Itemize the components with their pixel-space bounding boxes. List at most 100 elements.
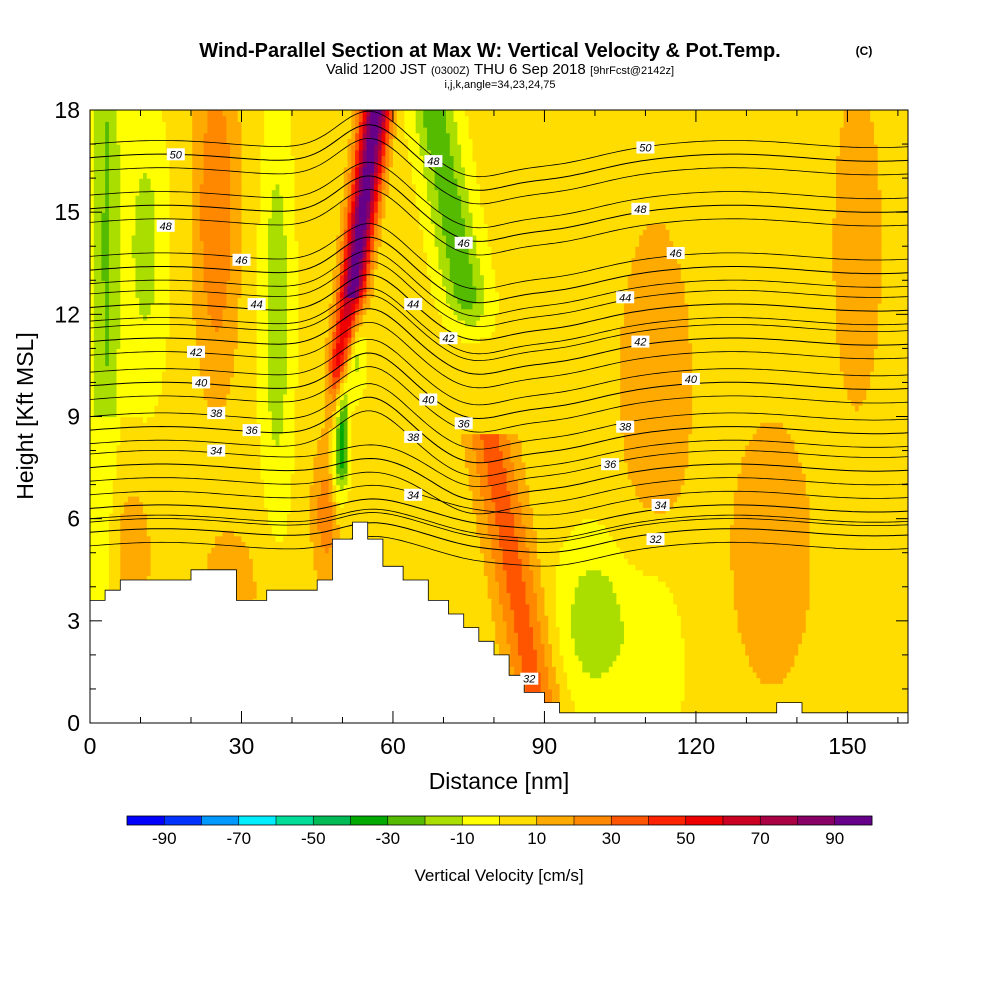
velocity-cell: [540, 683, 546, 690]
velocity-cell: [635, 592, 640, 599]
velocity-cell: [245, 592, 250, 599]
velocity-cell: [798, 649, 803, 656]
velocity-cell: [904, 677, 908, 684]
velocity-cell: [593, 666, 599, 673]
velocity-cell: [445, 592, 451, 599]
velocity-cell: [745, 637, 750, 645]
velocity-cell: [862, 654, 867, 662]
velocity-cell: [586, 654, 591, 662]
velocity-cell: [892, 700, 898, 707]
velocity-cell: [798, 615, 803, 622]
velocity-cell: [764, 688, 769, 696]
velocity-cell: [654, 683, 659, 690]
velocity-cell: [680, 654, 686, 662]
velocity-cell: [836, 694, 841, 701]
velocity-cell: [703, 637, 708, 645]
velocity-cell: [93, 592, 99, 599]
velocity-cell: [521, 592, 527, 599]
velocity-cell: [828, 660, 833, 667]
velocity-cell: [775, 615, 780, 622]
velocity-cell: [582, 637, 587, 645]
velocity-cell: [627, 666, 633, 673]
velocity-cell: [695, 609, 701, 616]
velocity-cell: [881, 660, 886, 667]
velocity-cell: [567, 609, 572, 616]
velocity-cell: [832, 705, 837, 713]
velocity-cell: [873, 615, 879, 622]
velocity-cell: [809, 609, 814, 616]
velocity-cell: [612, 592, 617, 599]
velocity-cell: [836, 688, 841, 696]
velocity-cell: [870, 626, 875, 633]
velocity-cell: [730, 592, 735, 599]
velocity-cell: [559, 654, 564, 662]
velocity-cell: [427, 592, 432, 599]
velocity-cell: [676, 677, 682, 684]
velocity-cell: [476, 615, 481, 622]
velocity-cell: [745, 603, 750, 611]
velocity-cell: [673, 598, 678, 605]
velocity-cell: [658, 688, 663, 696]
velocity-cell: [711, 626, 716, 633]
velocity-cell: [495, 637, 500, 645]
velocity-cell: [866, 671, 871, 679]
velocity-cell: [597, 683, 602, 690]
velocity-cell: [650, 649, 655, 656]
velocity-cell: [896, 694, 902, 701]
velocity-cell: [828, 705, 833, 713]
velocity-cell: [555, 609, 561, 616]
velocity-cell: [779, 598, 784, 605]
velocity-cell: [548, 592, 553, 599]
velocity-cell: [616, 609, 621, 616]
velocity-cell: [639, 654, 644, 662]
velocity-cell: [642, 643, 648, 650]
velocity-cell: [904, 649, 908, 656]
velocity-cell: [733, 671, 739, 679]
velocity-cell: [605, 620, 610, 628]
velocity-cell: [521, 666, 527, 673]
velocity-cell: [851, 626, 856, 633]
velocity-cell: [873, 705, 879, 713]
velocity-cell: [631, 677, 636, 684]
velocity-cell: [885, 615, 890, 622]
velocity-cell: [669, 649, 674, 656]
velocity-cell: [760, 609, 765, 616]
velocity-cell: [502, 609, 508, 616]
velocity-cell: [767, 609, 773, 616]
velocity-cell: [605, 705, 610, 713]
velocity-cell: [881, 649, 886, 656]
velocity-cell: [631, 688, 636, 696]
velocity-cell: [673, 609, 678, 616]
velocity-cell: [847, 632, 852, 639]
velocity-cell: [730, 637, 735, 645]
velocity-cell: [642, 620, 648, 628]
velocity-cell: [608, 654, 614, 662]
velocity-cell: [661, 666, 667, 673]
velocity-cell: [726, 705, 731, 713]
velocity-cell: [809, 688, 814, 696]
velocity-cell: [790, 671, 795, 679]
velocity-cell: [748, 632, 754, 639]
velocity-cell: [684, 598, 689, 605]
velocity-cell: [896, 592, 902, 599]
velocity-cell: [745, 615, 750, 622]
velocity-cell: [737, 654, 742, 662]
velocity-cell: [877, 626, 883, 633]
velocity-cell: [597, 677, 602, 684]
velocity-cell: [582, 671, 587, 679]
velocity-cell: [730, 615, 735, 622]
velocity-cell: [836, 705, 841, 713]
velocity-cell: [794, 626, 799, 633]
velocity-cell: [786, 598, 792, 605]
velocity-cell: [548, 632, 553, 639]
velocity-cell: [514, 643, 519, 650]
velocity-cell: [809, 592, 814, 599]
velocity-cell: [707, 700, 712, 707]
velocity-cell: [563, 705, 568, 713]
velocity-cell: [499, 637, 504, 645]
velocity-cell: [669, 683, 674, 690]
velocity-cell: [688, 632, 693, 639]
velocity-cell: [801, 637, 807, 645]
velocity-cell: [862, 700, 867, 707]
